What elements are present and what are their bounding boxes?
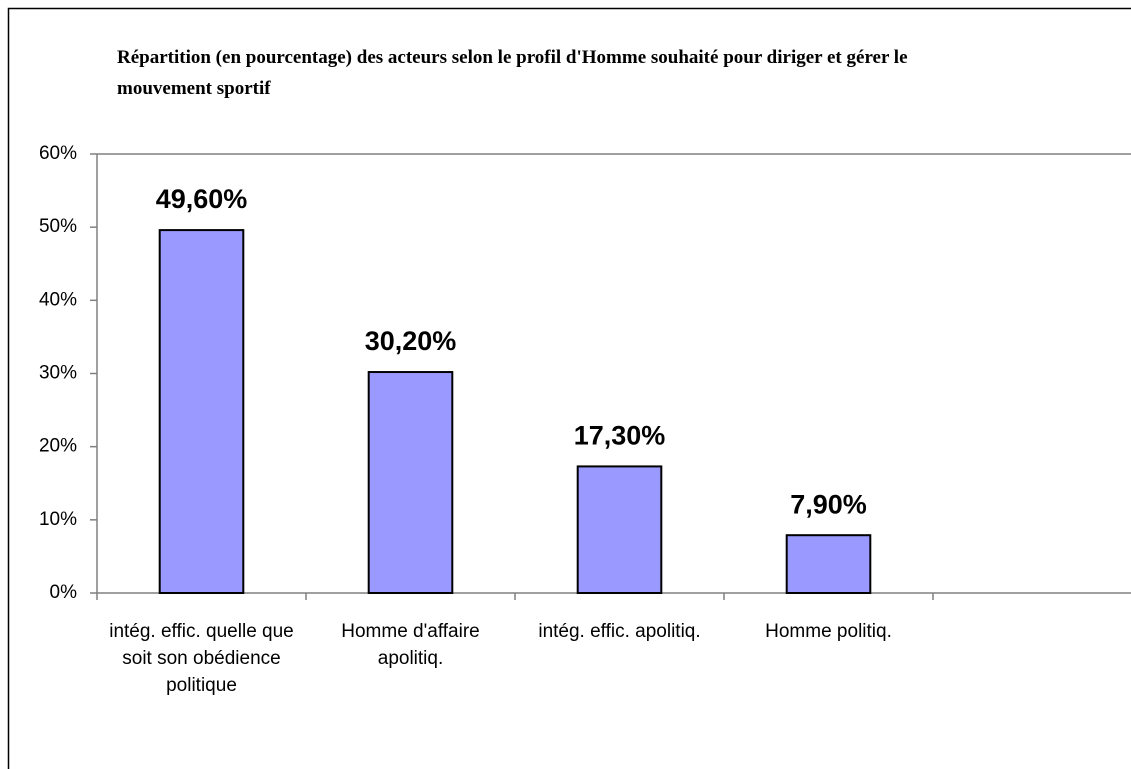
y-tick-label: 30% bbox=[39, 363, 77, 384]
x-tick-label: Homme politiq. bbox=[765, 621, 892, 642]
x-tick-label: intég. effic. apolitiq. bbox=[538, 621, 701, 642]
data-label: 30,20% bbox=[365, 326, 457, 356]
data-label: 49,60% bbox=[156, 184, 248, 214]
bar bbox=[367, 371, 454, 594]
y-tick-label: 20% bbox=[39, 436, 77, 457]
data-label: 17,30% bbox=[574, 421, 666, 451]
y-tick-label: 50% bbox=[39, 216, 77, 237]
y-tick-label: 60% bbox=[39, 143, 77, 164]
bar bbox=[576, 465, 663, 594]
chart-title: Répartition (en pourcentage) des acteurs… bbox=[117, 47, 908, 99]
data-label: 7,90% bbox=[790, 489, 867, 519]
y-tick-label: 0% bbox=[50, 582, 78, 603]
y-tick-label: 40% bbox=[39, 289, 77, 310]
x-tick-label: Homme d'affaire apolitiq. bbox=[341, 621, 480, 669]
chart-border bbox=[7, 7, 1131, 769]
y-tick-label: 10% bbox=[39, 509, 77, 530]
x-tick-label: intég. effic. quelle que soit son obédie… bbox=[109, 621, 294, 696]
bar bbox=[158, 229, 245, 595]
bar bbox=[785, 534, 872, 594]
